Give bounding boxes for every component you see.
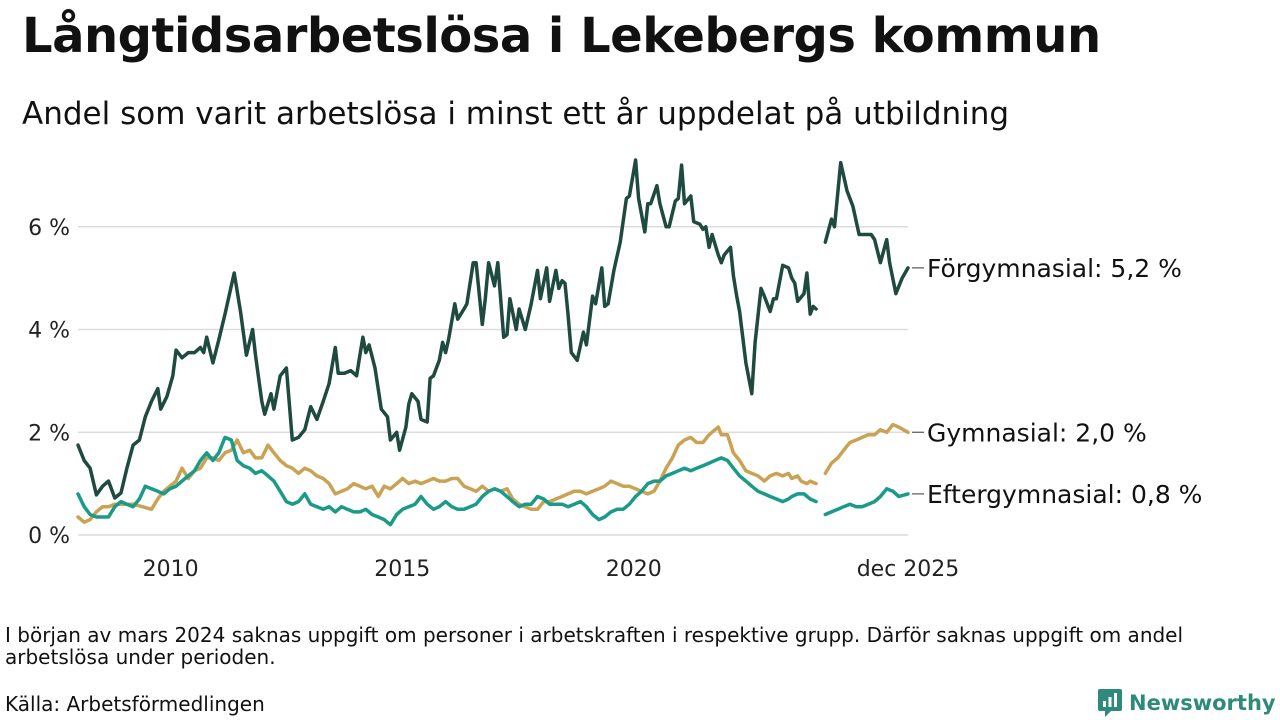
series-end-label-eftergymnasial: Eftergymnasial: 0,8 % xyxy=(927,480,1202,509)
newsworthy-logo-icon xyxy=(1098,689,1122,717)
brand-name: Newsworthy xyxy=(1129,691,1276,715)
footnote: I början av mars 2024 saknas uppgift om … xyxy=(5,623,1184,669)
chart-subtitle: Andel som varit arbetslösa i minst ett å… xyxy=(22,96,1010,132)
y-tick-label: 6 % xyxy=(28,216,70,241)
series-line-eftergymnasial-segment-2 xyxy=(823,487,910,517)
series-lines xyxy=(76,158,910,527)
x-tick-label: 2015 xyxy=(374,557,430,582)
series-end-labels: Förgymnasial: 5,2 % Gymnasial: 2,0 % Efter… xyxy=(912,254,1202,509)
newsworthy-brand[interactable]: Newsworthy xyxy=(1097,687,1276,719)
series-line-förgymnasial-segment-2 xyxy=(823,160,910,296)
y-tick-label: 4 % xyxy=(28,319,70,344)
line-chart: 0 % 2 % 4 % 6 % 2010 2015 2020 dec 2025 Förgym… xyxy=(28,158,1202,582)
series-end-label-gymnasial: Gymnasial: 2,0 % xyxy=(927,418,1147,447)
y-axis-ticks: 0 % 2 % 4 % 6 % xyxy=(28,216,70,549)
series-line-förgymnasial-segment-1 xyxy=(76,158,818,500)
series-line-gymnasial-segment-2 xyxy=(823,422,910,476)
x-tick-label: dec 2025 xyxy=(857,557,960,582)
x-tick-label: 2020 xyxy=(606,557,662,582)
chart-title: Långtidsarbetslösa i Lekebergs kommun xyxy=(22,8,1101,64)
x-tick-label: 2010 xyxy=(143,557,199,582)
y-gridlines xyxy=(78,226,908,536)
y-tick-label: 2 % xyxy=(28,421,70,446)
y-tick-label: 0 % xyxy=(28,524,70,549)
series-end-label-förgymnasial: Förgymnasial: 5,2 % xyxy=(927,254,1182,283)
series-line-eftergymnasial-segment-1 xyxy=(76,435,818,527)
source-credit: Källa: Arbetsförmedlingen xyxy=(5,692,265,716)
x-axis-ticks: 2010 2015 2020 dec 2025 xyxy=(143,557,960,582)
